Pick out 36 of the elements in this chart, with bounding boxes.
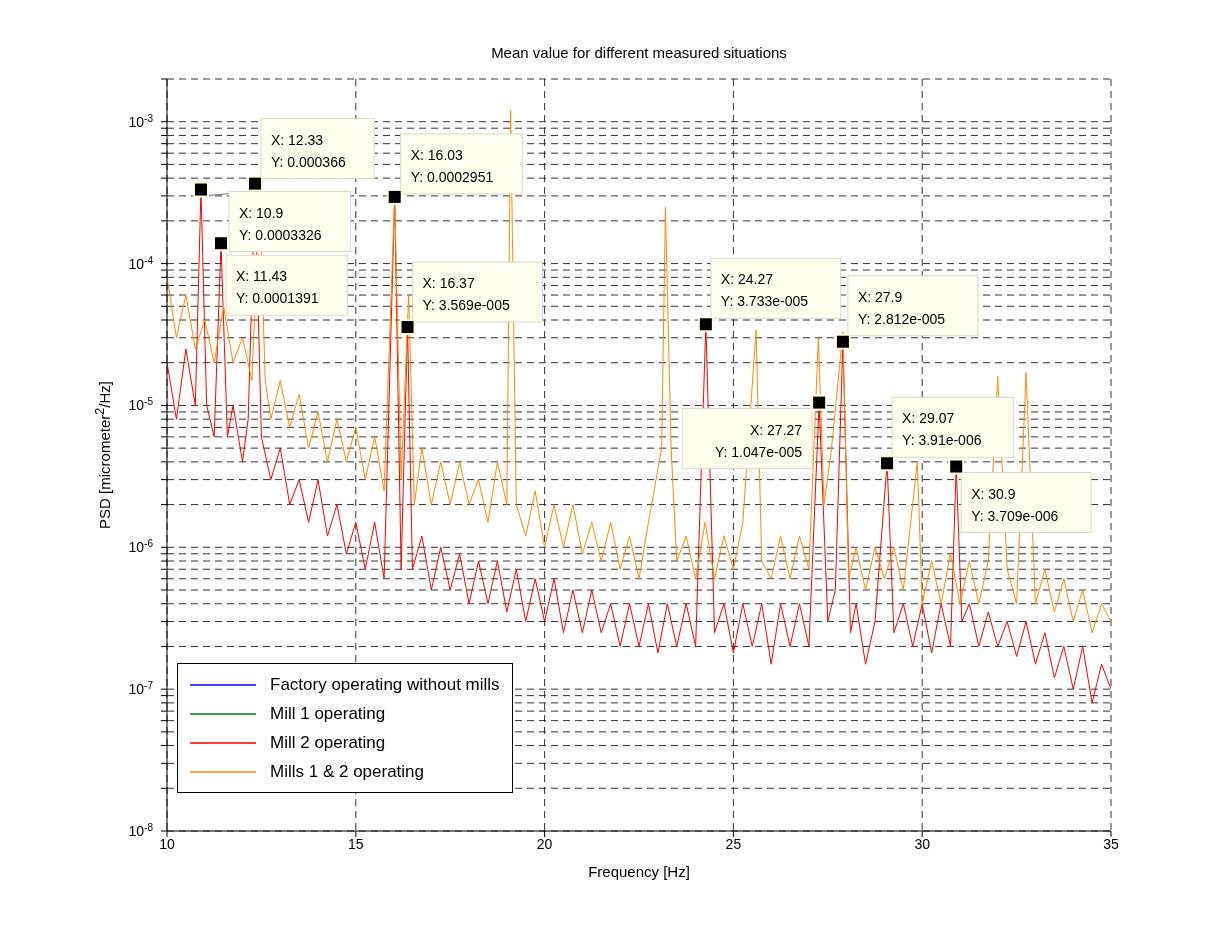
annotation: X: 30.9 Y: 3.709e-006 [971,485,1059,524]
legend-label: Mills 1 & 2 operating [270,761,425,782]
x-tick-label: 35 [1103,835,1119,852]
y-tick-label: 10$^{-8}$ [128,821,154,839]
x-tick-label: 20 [536,835,553,852]
x-axis-title: Frequency [Hz] [588,863,690,880]
legend-label: Mill 1 operating [270,703,386,724]
y-tick-label: 10$^{-7}$ [128,679,154,698]
datatip-callout: X: 29.07 Y: 3.91e-006 [879,396,1015,472]
datatip-callout: X: 27.9 Y: 2.812e-005 [834,275,979,350]
y-tick-label: 10$^{-5}$ [128,395,154,414]
annotation: X: 29.07 Y: 3.91e-006 [902,410,982,449]
annotation: X: 27.9 Y: 2.812e-005 [857,288,946,327]
x-tick-label: 30 [914,835,931,852]
annotation: X: 11.43 Y: 0.0001391 [236,268,319,307]
x-tick-label: 15 [348,835,364,852]
y-tick-label: 10$^{-6}$ [128,537,154,556]
datatip-callout: X: 16.37 Y: 3.569e-005 [399,261,543,336]
datatip-callout: X: 16.03 Y: 0.0002951 [386,133,523,205]
annotation: X: 10.9 Y: 0.0003326 [238,204,322,243]
annotation: X: 12.33 Y: 0.000366 [270,131,346,170]
datatip-callout: X: 30.9 Y: 3.709e-006 [948,458,1092,534]
chart-title: Mean value for different measured situations [490,44,788,61]
x-tick-label: 10 [159,835,175,852]
legend-label: Factory operating without mills [270,674,500,695]
datatip-callout: X: 12.33 Y: 0.000366 [247,118,375,192]
annotation: X: 27.27 Y: 1.047e-005 [714,421,803,460]
datatip-callout: X: 27.27 Y: 1.047e-005 [681,394,828,470]
x-tick-label: 25 [725,835,742,852]
annotation: X: 16.37 Y: 3.569e-005 [422,275,510,314]
annotation: X: 24.27 Y: 3.733e-005 [720,271,809,310]
y-tick-label: 10$^{-3}$ [128,112,154,130]
datatip-callout: X: 24.27 Y: 3.733e-005 [697,257,842,333]
legend-label: Mill 2 operating [270,732,386,753]
y-tick-label: 10$^{-4}$ [128,254,154,272]
annotation: X: 16.03 Y: 0.0002951 [410,146,494,185]
